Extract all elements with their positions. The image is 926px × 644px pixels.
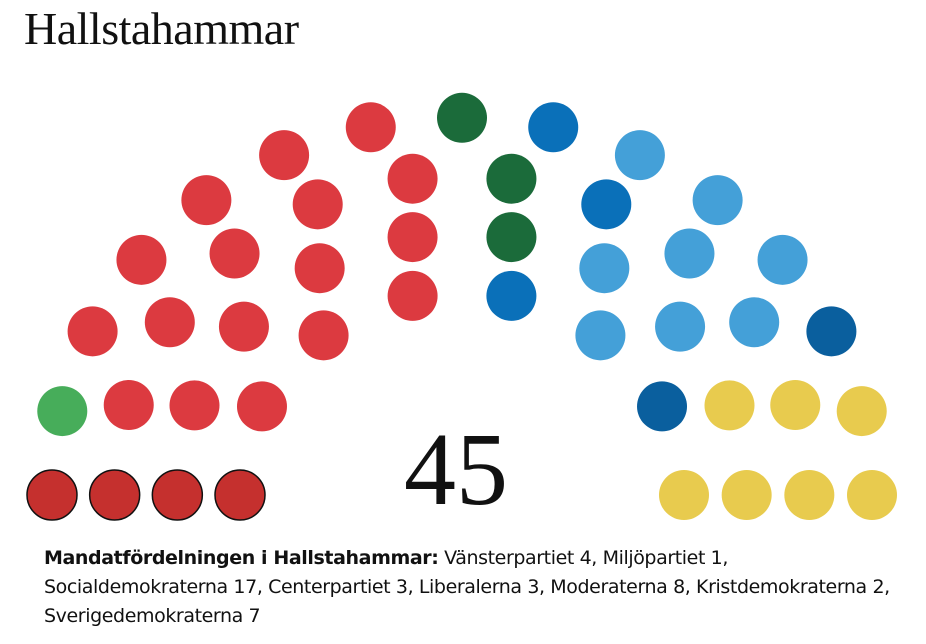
seat bbox=[486, 270, 537, 321]
seat bbox=[169, 380, 220, 431]
chart-title: Hallstahammar bbox=[24, 3, 299, 54]
party-name: Moderaterna bbox=[550, 576, 668, 598]
party-name: Sverigedemokraterna bbox=[44, 605, 243, 627]
seat bbox=[387, 270, 438, 321]
seat bbox=[836, 386, 887, 437]
seat bbox=[806, 306, 857, 357]
seat bbox=[659, 470, 709, 520]
seat bbox=[151, 469, 204, 521]
caption-item: Sverigedemokraterna 7 bbox=[44, 605, 261, 627]
party-seats: 7 bbox=[248, 605, 261, 627]
seat bbox=[729, 297, 780, 348]
seat bbox=[181, 175, 232, 226]
seat bbox=[387, 153, 438, 204]
caption-item: Miljöpartiet 1 bbox=[603, 547, 728, 569]
party-seats: 2 bbox=[872, 576, 885, 598]
caption-label: Mandatfördelningen i Hallstahammar: bbox=[44, 547, 439, 569]
seat bbox=[614, 130, 665, 181]
seat bbox=[67, 306, 118, 357]
seat bbox=[144, 297, 195, 348]
seat bbox=[579, 243, 630, 294]
caption: Mandatfördelningen i Hallstahammar: Väns… bbox=[44, 544, 894, 631]
seat bbox=[26, 469, 78, 521]
party-seats: 1 bbox=[710, 547, 723, 569]
seat bbox=[387, 212, 438, 263]
seat bbox=[214, 469, 266, 521]
seat bbox=[486, 153, 537, 204]
party-name: Liberalerna bbox=[418, 576, 522, 598]
seat bbox=[345, 102, 396, 153]
party-seats: 4 bbox=[579, 547, 592, 569]
caption-item: Centerpartiet 3 bbox=[268, 576, 413, 598]
seat bbox=[847, 470, 897, 520]
seat bbox=[292, 179, 343, 230]
seat bbox=[692, 175, 743, 226]
seat bbox=[218, 301, 269, 352]
seat bbox=[581, 179, 632, 230]
seat bbox=[116, 234, 167, 285]
seat bbox=[664, 228, 715, 279]
caption-item: Moderaterna 8 bbox=[550, 576, 690, 598]
seat bbox=[757, 234, 808, 285]
caption-item: Vänsterpartiet 4 bbox=[444, 547, 597, 569]
party-name: Centerpartiet bbox=[268, 576, 391, 598]
total-seats: 45 bbox=[404, 412, 508, 527]
party-seats: 3 bbox=[527, 576, 540, 598]
seat bbox=[437, 92, 487, 143]
seat bbox=[528, 102, 579, 153]
seat bbox=[37, 386, 88, 437]
caption-item: Kristdemokraterna 2 bbox=[696, 576, 890, 598]
seat bbox=[784, 470, 835, 520]
seat bbox=[655, 301, 706, 352]
seat bbox=[103, 379, 154, 430]
party-seats: 17 bbox=[233, 576, 257, 598]
party-name: Miljöpartiet bbox=[602, 547, 706, 569]
caption-item: Liberalerna 3 bbox=[419, 576, 545, 598]
seat bbox=[209, 228, 260, 279]
seat bbox=[704, 380, 755, 431]
seat bbox=[88, 469, 141, 521]
seat bbox=[298, 310, 349, 361]
party-seats: 3 bbox=[395, 576, 408, 598]
party-name: Socialdemokraterna bbox=[44, 576, 228, 598]
seat bbox=[236, 381, 287, 432]
party-seats: 8 bbox=[673, 576, 685, 598]
seat bbox=[259, 130, 310, 181]
seat bbox=[294, 243, 345, 294]
seat bbox=[486, 212, 537, 263]
party-name: Kristdemokraterna bbox=[696, 576, 867, 598]
party-name: Vänsterpartiet bbox=[444, 547, 574, 569]
seat bbox=[637, 381, 688, 432]
seat bbox=[770, 379, 821, 430]
seat bbox=[721, 470, 772, 520]
seat bbox=[575, 310, 626, 361]
caption-item: Socialdemokraterna 17 bbox=[44, 576, 262, 598]
